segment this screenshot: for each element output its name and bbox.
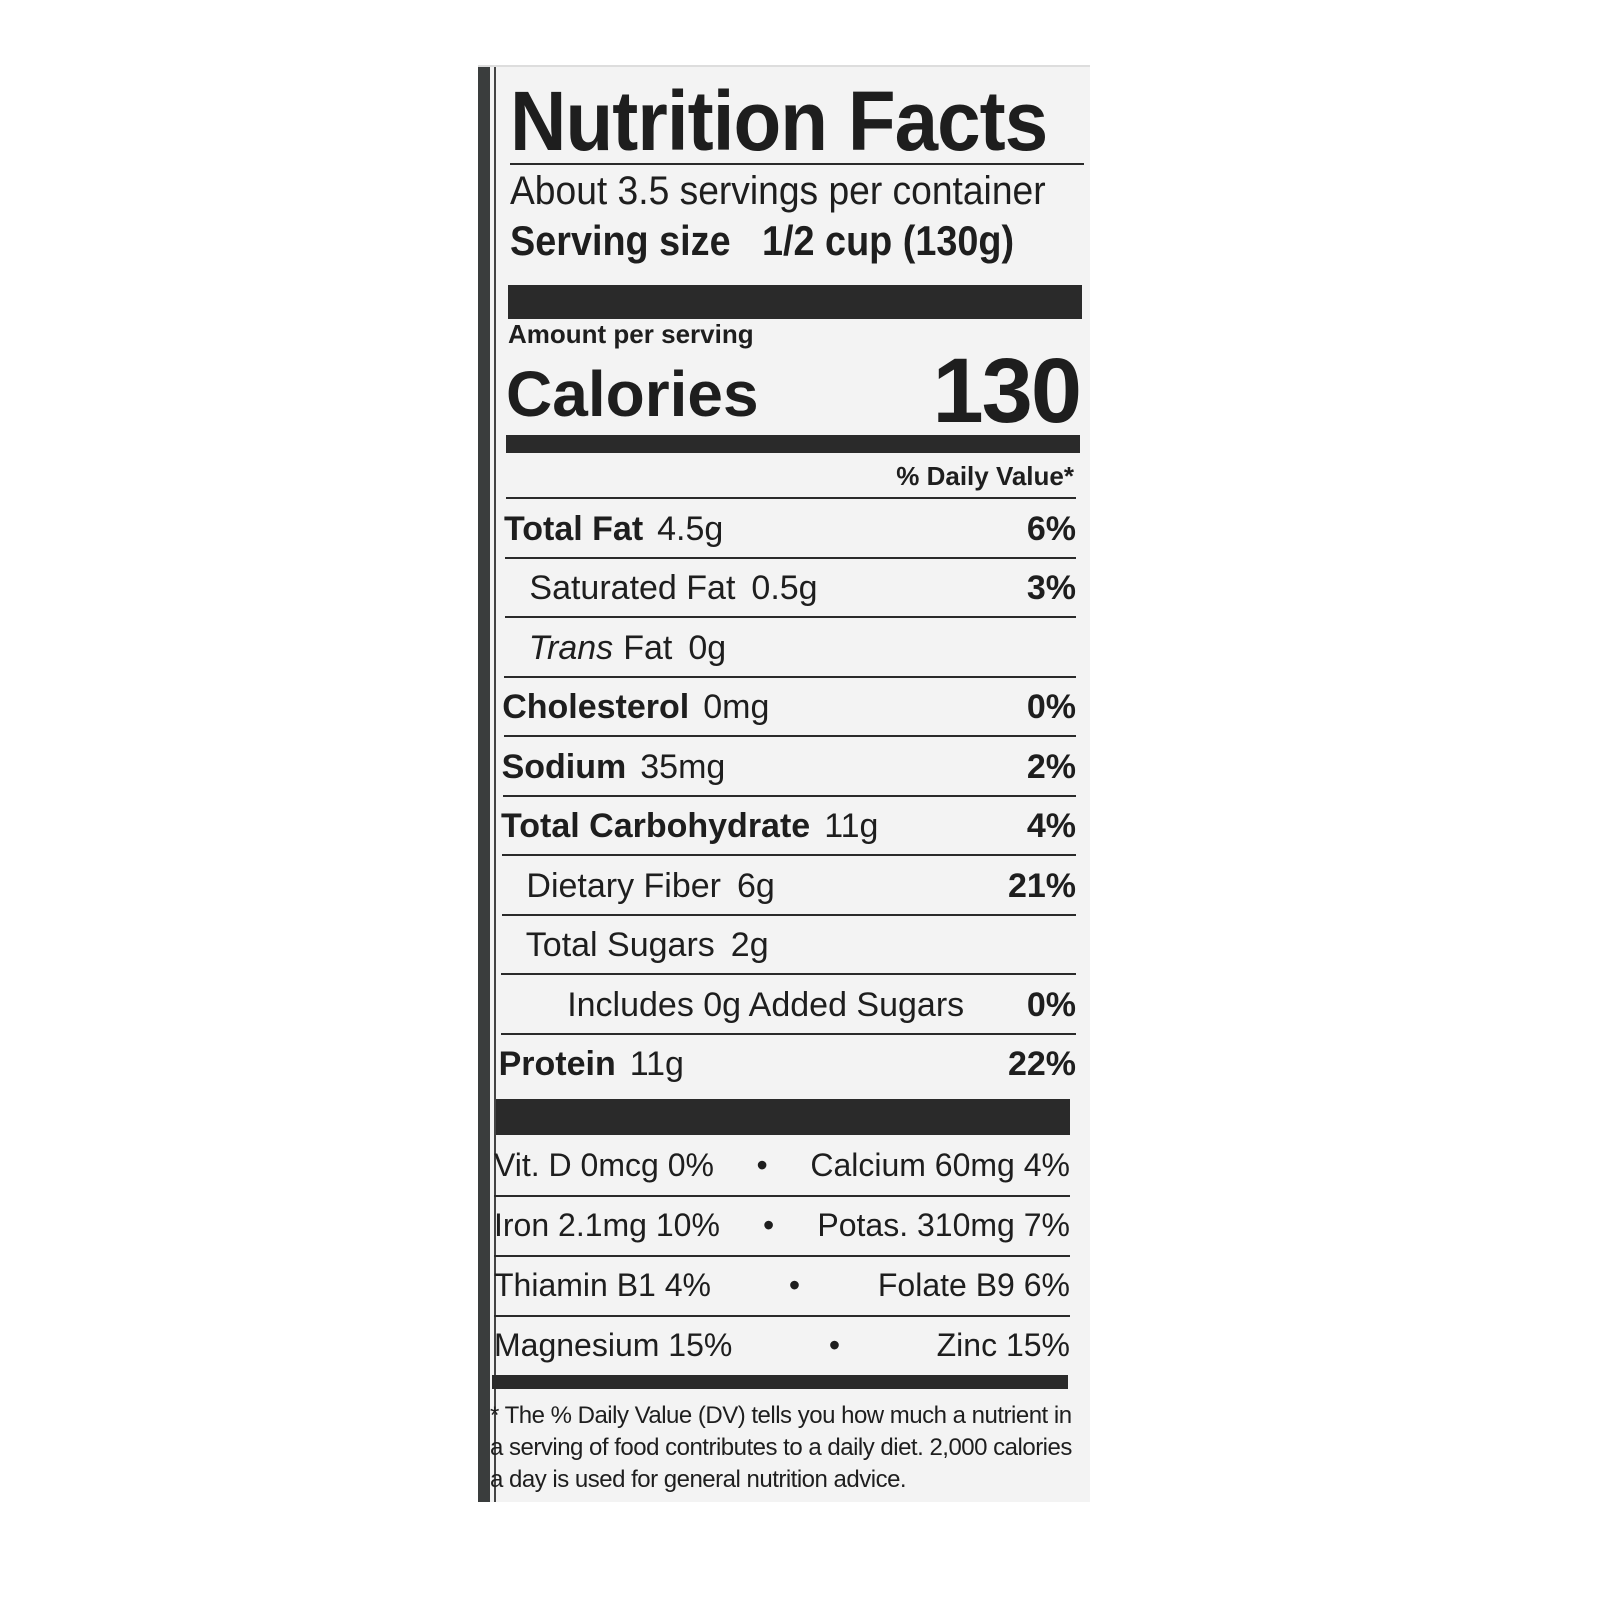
row-divider [494,1195,1070,1197]
nutrient-name: Total Sugars [525,926,715,964]
serving-size: Serving size 1/2 cup (130g) [510,217,1086,265]
vitamin-left: Iron 2.1mg 10% [494,1206,720,1243]
nutrient-amount: 11g [824,807,879,845]
nutrient-row: Total Fat 4.5g 6% [504,499,1076,559]
row-divider [506,497,1076,499]
nutrient-name: Total Fat [504,509,644,548]
nutrient-daily-value: 0% [1026,985,1076,1024]
vitamin-right: Folate B9 6% [877,1266,1070,1303]
calories-value: 130 [932,340,1082,442]
row-divider [501,973,1076,975]
vitamin-left: Thiamin B1 4% [494,1266,711,1303]
nutrient-daily-value: 4% [1026,807,1076,845]
nutrient-daily-value: 22% [1007,1045,1076,1083]
vitamin-row: Iron 2.1mg 10% • Potas. 310mg 7% [494,1195,1070,1255]
bullet-separator: • [788,1266,801,1303]
row-divider [504,616,1076,618]
nutrient-name: Protein [498,1045,616,1083]
serving-size-label: Serving size [510,217,731,264]
nutrient-amount: 0g [688,628,727,667]
nutrient-amount: 2g [730,926,769,964]
nutrient-daily-value: 0% [1026,688,1076,726]
nutrient-daily-value: 3% [1026,569,1076,607]
nutrient-row: Total Sugars 2g [526,916,1076,976]
nutrient-name: Trans [528,628,614,667]
thick-divider [508,285,1082,319]
divider [510,163,1084,165]
vitamin-row: Vit. D 0mcg 0% • Calcium 60mg 4% [494,1135,1070,1195]
daily-value-header: % Daily Value* [896,461,1074,491]
nutrient-row: Trans Fat 0g [529,618,1076,678]
serving-size-value: 1/2 cup (130g) [762,217,1015,264]
footnote: * The % Daily Value (DV) tells you how m… [490,1402,1072,1493]
vitamin-row: Magnesium 15% • Zinc 15% [494,1315,1070,1375]
row-divider [503,735,1076,737]
nutrient-amount: 0.5g [751,569,818,607]
row-divider [504,675,1076,678]
thick-divider [496,1099,1070,1135]
nutrient-daily-value: 21% [1007,866,1076,905]
medium-divider [506,435,1080,453]
row-divider [501,913,1076,916]
nutrient-amount: 0mg [703,688,770,726]
vitamin-right: Potas. 310mg 7% [817,1206,1070,1243]
nutrient-name: Includes 0g Added Sugars [567,985,965,1024]
bullet-separator: • [763,1206,775,1243]
vitamin-row: Thiamin B1 4% • Folate B9 6% [494,1255,1070,1315]
package-edge [478,67,490,1502]
vitamin-left: Vit. D 0mcg 0% [494,1146,714,1183]
nutrient-daily-value: 2% [1026,747,1076,786]
row-divider [502,854,1076,856]
bullet-separator: • [828,1326,841,1363]
nutrient-row: Includes 0g Added Sugars 0% [567,975,1076,1035]
medium-divider [492,1375,1068,1389]
nutrition-label: Nutrition Facts About 3.5 servings per c… [478,65,1090,1502]
nutrient-amount: 35mg [640,747,726,786]
vitamin-right: Zinc 15% [936,1326,1070,1363]
bullet-separator: • [756,1146,768,1183]
nutrient-name: Cholesterol [502,688,690,726]
nutrient-name-suffix: Fat [623,628,673,667]
nutrient-row: Total Carbohydrate 11g 4% [501,797,1076,857]
nutrient-row: Saturated Fat 0.5g 3% [529,559,1076,619]
servings-per-container: About 3.5 servings per container [510,169,1046,213]
vitamin-left: Magnesium 15% [494,1326,733,1363]
nutrient-name: Sodium [501,747,627,786]
calories-label: Calories [506,358,759,430]
label-title: Nutrition Facts [510,74,1048,168]
vitamin-right: Calcium 60mg 4% [810,1146,1070,1183]
nutrient-daily-value: 6% [1026,509,1076,548]
nutrient-row: Protein 11g 22% [499,1035,1076,1095]
nutrient-name: Dietary Fiber [526,866,721,905]
amount-per-serving: Amount per serving [508,319,754,349]
nutrient-name: Saturated Fat [529,569,736,607]
nutrient-row: Cholesterol 0mg 0% [502,678,1076,738]
row-divider [494,1255,1070,1257]
nutrient-row: Dietary Fiber 6g 21% [526,856,1076,916]
label-border [494,67,496,1502]
nutrient-row: Sodium 35mg 2% [502,737,1076,797]
nutrient-amount: 4.5g [657,509,724,548]
nutrient-amount: 11g [629,1045,684,1083]
row-divider [505,556,1076,559]
row-divider [500,1032,1076,1035]
row-divider [503,794,1076,797]
row-divider [494,1315,1070,1317]
nutrient-name: Total Carbohydrate [501,807,811,845]
nutrient-amount: 6g [737,866,775,905]
